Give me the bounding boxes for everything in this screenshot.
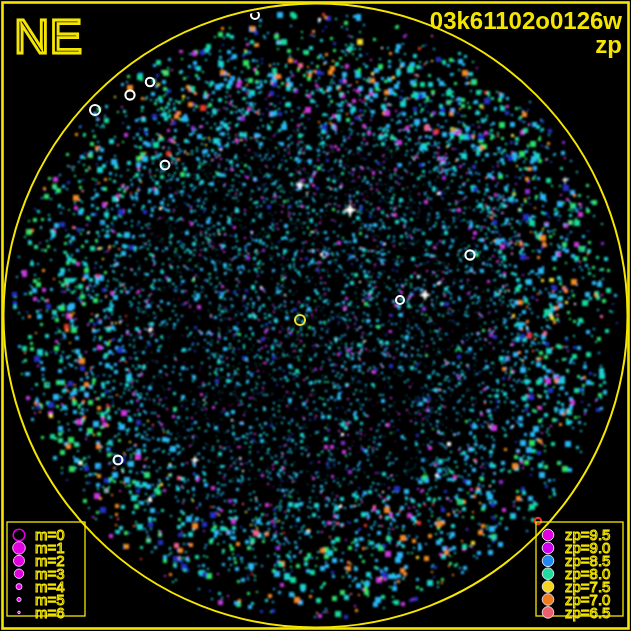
svg-text:zp=6.5: zp=6.5 [565,604,610,621]
svg-text:zp: zp [595,31,622,58]
svg-text:m=6: m=6 [35,604,65,621]
svg-text:NE: NE [14,9,82,63]
svg-text:03k61102o0126w: 03k61102o0126w [430,7,623,34]
